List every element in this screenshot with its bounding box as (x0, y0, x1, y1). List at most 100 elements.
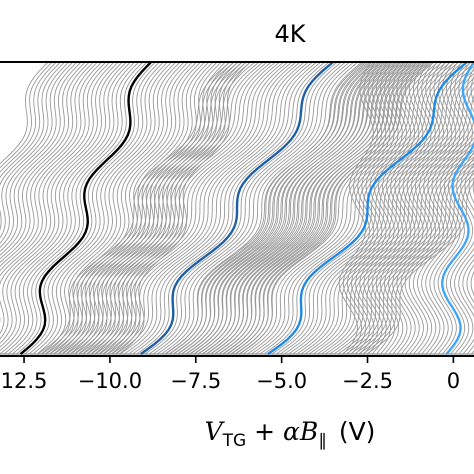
trace-line (0, 61, 103, 272)
trace-line (102, 61, 234, 355)
trace-line (292, 76, 474, 355)
trace-line (61, 61, 193, 355)
trace-line (53, 61, 185, 355)
trace-line (115, 61, 247, 355)
x-axis-label-unit: (V) (339, 417, 376, 446)
highlight-trace-line (19, 61, 152, 355)
trace-line (358, 172, 474, 355)
trace-line (284, 69, 474, 355)
trace-line (32, 61, 164, 355)
trace-line (242, 61, 443, 355)
trace-line (0, 61, 127, 352)
trace-line (288, 73, 474, 355)
trace-line (329, 149, 474, 355)
trace-line (86, 61, 280, 355)
trace-line (214, 61, 414, 355)
trace-line (54, 61, 247, 355)
trace-line (7, 61, 140, 355)
trace-line (189, 61, 390, 355)
trace-line (400, 61, 436, 355)
trace-line (417, 61, 453, 355)
trace-line (350, 165, 474, 355)
trace-line (425, 61, 461, 355)
trace-line (115, 61, 309, 355)
trace-line (201, 61, 402, 355)
trace-line (73, 61, 206, 355)
trace-line (57, 61, 189, 355)
trace-line (0, 61, 70, 239)
trace-line (218, 61, 418, 355)
trace-line (408, 61, 444, 355)
trace-line (3, 61, 135, 355)
trace-line (65, 61, 197, 355)
trace-line (347, 61, 383, 355)
trace-line (300, 86, 474, 355)
trace-line (106, 61, 239, 355)
x-axis-label-sub: TG (222, 431, 247, 451)
x-axis-label: VTG + αB∥ (V) (205, 417, 376, 451)
trace-line (227, 61, 420, 355)
trace-line (226, 61, 427, 355)
trace-line (230, 61, 431, 355)
trace-line (342, 61, 378, 355)
trace-line (263, 61, 464, 355)
x-ticks: 12.5 −10.0 −7.5 −5.0 −2.5 0 (1, 356, 460, 393)
trace-line (0, 61, 86, 256)
trace-line (0, 61, 111, 335)
trace-line (238, 61, 439, 355)
x-tick-label: −7.5 (170, 369, 221, 393)
trace-line (119, 61, 313, 355)
trace-line (0, 61, 49, 165)
trace-line (0, 61, 57, 173)
trace-line (234, 61, 435, 355)
trace-line (0, 61, 78, 249)
trace-line (74, 61, 268, 355)
trace-line (45, 61, 239, 355)
trace-line (40, 61, 173, 355)
trace-line (371, 61, 407, 355)
x-axis-label-plus: + (246, 417, 283, 446)
trace-line (359, 61, 395, 355)
trace-line (433, 61, 469, 355)
trace-line (148, 61, 342, 355)
trace-line (70, 61, 264, 355)
trace-line (91, 61, 284, 355)
trace-line (325, 145, 474, 355)
trace-line (185, 61, 385, 355)
trace-line (206, 61, 400, 355)
trace-line (321, 141, 474, 355)
trace-line (338, 61, 374, 355)
trace-line (193, 61, 394, 355)
trace-line (0, 61, 90, 260)
trace-line (37, 61, 231, 355)
trace-line (222, 61, 423, 355)
axes (0, 61, 474, 357)
trace-line (421, 61, 457, 355)
trace-line (190, 61, 383, 355)
trace-line (275, 62, 474, 355)
x-tick-label: −5.0 (256, 369, 307, 393)
trace-line (172, 61, 373, 355)
trace-line (41, 61, 235, 355)
trace-line (86, 61, 218, 355)
trace-line (119, 61, 251, 355)
trace-line (36, 61, 168, 355)
trace-line (176, 61, 377, 355)
trace-line (169, 61, 363, 355)
trace-line (259, 61, 460, 355)
x-tick-label: 0 (447, 369, 460, 393)
trace-line (388, 61, 424, 355)
trace-line (341, 159, 474, 355)
trace-line (0, 61, 53, 169)
trace-line (78, 61, 210, 355)
trace-line (164, 61, 365, 355)
trace-line (223, 61, 416, 355)
trace-line (69, 61, 201, 355)
trace-line (78, 61, 272, 355)
trace-line (255, 61, 456, 355)
trace-line (0, 61, 123, 348)
trace-line (355, 61, 391, 355)
trace-line (345, 162, 474, 355)
trace-line (363, 61, 399, 355)
